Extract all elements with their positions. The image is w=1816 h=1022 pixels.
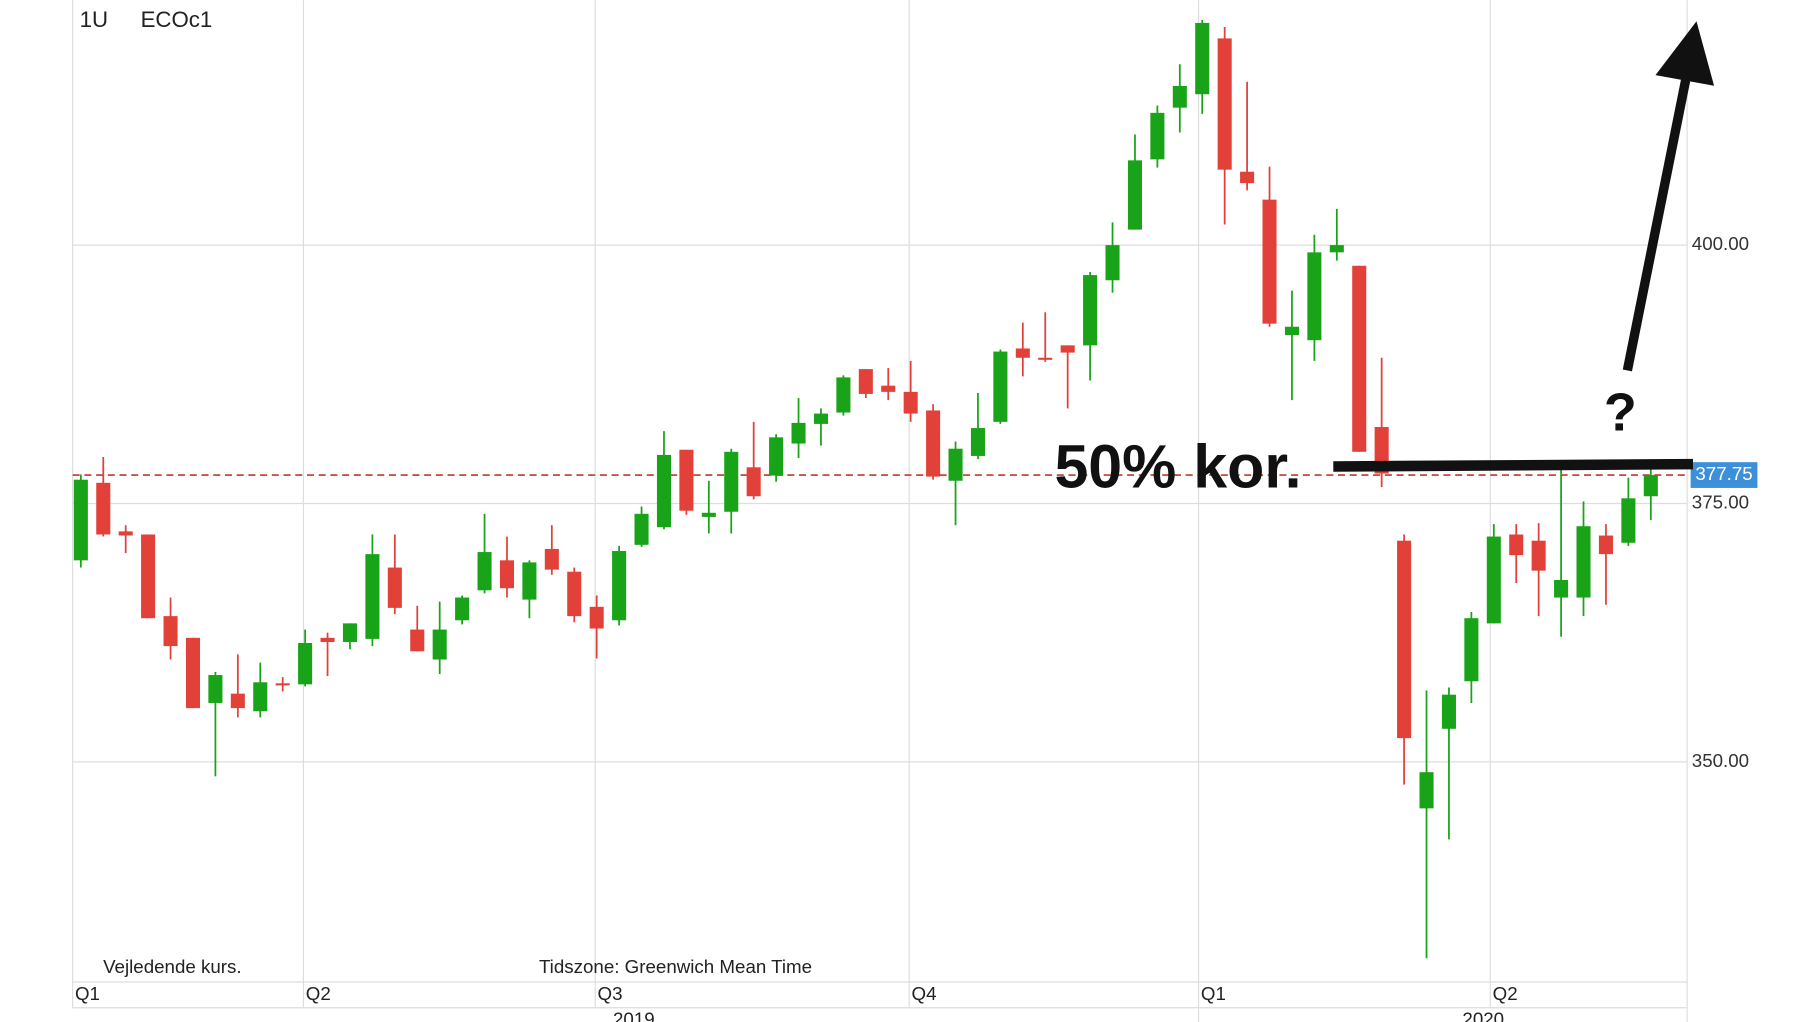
candle-body bbox=[1486, 536, 1501, 624]
candle-body bbox=[970, 428, 985, 456]
ticker: ECOc1 bbox=[141, 7, 213, 32]
candle-body bbox=[185, 637, 201, 709]
annotation: 50% kor. bbox=[1054, 432, 1301, 500]
arrow-shaft bbox=[1622, 71, 1692, 372]
y-tick-label: 350.00 bbox=[1692, 750, 1749, 771]
candle-body bbox=[455, 597, 470, 621]
x-tick-label: Q2 bbox=[306, 983, 331, 1004]
candle-body bbox=[208, 675, 223, 703]
last-price-label: 377.75 bbox=[1695, 463, 1752, 484]
candle-body bbox=[1531, 540, 1546, 571]
y-tick-label: 400.00 bbox=[1692, 233, 1749, 254]
candle-body bbox=[1621, 498, 1636, 543]
candle-body bbox=[813, 413, 828, 424]
candle-body bbox=[567, 571, 582, 617]
candle-body bbox=[141, 534, 156, 619]
year-label: 2019 bbox=[613, 1009, 655, 1022]
candle-body bbox=[1441, 694, 1456, 729]
candle-body bbox=[298, 643, 313, 685]
candle-body bbox=[903, 391, 918, 414]
candle-body bbox=[432, 629, 447, 660]
candle-body bbox=[1150, 112, 1165, 160]
candle-body bbox=[163, 616, 178, 647]
candle-body bbox=[724, 451, 739, 512]
candle-body bbox=[1217, 38, 1232, 170]
candle-body bbox=[589, 606, 604, 629]
candle-body bbox=[948, 448, 963, 481]
candle-body bbox=[1240, 171, 1255, 184]
candle-body bbox=[342, 623, 358, 642]
x-tick-label: Q4 bbox=[912, 983, 937, 1004]
candle-body bbox=[1083, 275, 1098, 346]
candle-body bbox=[1307, 252, 1322, 341]
candle-body bbox=[836, 377, 851, 413]
candle-body bbox=[746, 467, 761, 497]
interval: 1U bbox=[80, 7, 108, 32]
x-tick-label: Q2 bbox=[1493, 983, 1518, 1004]
candle-body bbox=[679, 449, 694, 511]
candle-body bbox=[701, 512, 716, 517]
candle-body bbox=[118, 531, 133, 536]
x-tick-label: Q1 bbox=[1201, 983, 1226, 1004]
x-tick-label: Q3 bbox=[598, 983, 623, 1004]
last-price-box bbox=[1690, 462, 1758, 488]
candle-body bbox=[1262, 199, 1277, 324]
candle-body bbox=[1195, 22, 1210, 95]
candle-body bbox=[881, 385, 896, 392]
candle-body bbox=[926, 410, 941, 477]
candle-body bbox=[1509, 534, 1524, 556]
timezone: Tidszone: Greenwich Mean Time bbox=[539, 956, 812, 977]
candle-body bbox=[1060, 345, 1075, 353]
candle-body bbox=[253, 682, 268, 712]
candle-body bbox=[656, 454, 671, 528]
candle-body bbox=[365, 554, 380, 639]
candle-body bbox=[522, 562, 537, 600]
candle-body bbox=[387, 567, 402, 608]
candle-body bbox=[1015, 348, 1030, 358]
candles bbox=[73, 19, 1658, 959]
arrow-head bbox=[1655, 21, 1715, 86]
candle-body bbox=[96, 482, 111, 535]
candle-body bbox=[1419, 772, 1434, 809]
candle-body bbox=[1172, 85, 1187, 108]
candle-body bbox=[1127, 160, 1142, 230]
annotation-line bbox=[1333, 458, 1694, 472]
note: Vejledende kurs. bbox=[103, 956, 242, 977]
candle-body bbox=[1352, 265, 1367, 452]
candle-body bbox=[634, 513, 649, 545]
x-tick-label: Q1 bbox=[75, 983, 100, 1004]
candle-body bbox=[230, 693, 245, 709]
candle-body bbox=[1464, 618, 1479, 682]
candle-body bbox=[1038, 357, 1053, 360]
overlay: 1U ECOc1 Vejledende kurs. Tidszone: Gree… bbox=[80, 7, 1715, 977]
candle-body bbox=[544, 548, 559, 570]
grid: 350.00 375.00 400.00 Q1 Q2 Q3 Q4 Q1 Q2 2019 2020 bbox=[72, 0, 1749, 1022]
candle-body bbox=[1598, 535, 1613, 555]
candle-body bbox=[1105, 245, 1120, 281]
candle-body bbox=[73, 479, 88, 561]
candle-body bbox=[858, 369, 873, 394]
candle-body bbox=[477, 552, 492, 591]
candle-body bbox=[499, 560, 515, 589]
candle-body bbox=[320, 637, 335, 642]
candle-body bbox=[1284, 326, 1299, 336]
candle-body bbox=[1576, 526, 1591, 598]
candle-body bbox=[275, 683, 290, 686]
candle-body bbox=[1397, 540, 1412, 739]
candle-body bbox=[410, 629, 425, 652]
candle-body bbox=[1554, 579, 1569, 598]
question-mark: ? bbox=[1604, 382, 1637, 442]
candle-body bbox=[993, 351, 1008, 422]
candle-body bbox=[1643, 475, 1658, 497]
y-tick-label: 375.00 bbox=[1692, 491, 1749, 512]
candle-body bbox=[791, 422, 806, 444]
candle-body bbox=[612, 551, 627, 621]
candle-body bbox=[769, 437, 784, 476]
year-label: 2020 bbox=[1462, 1009, 1504, 1022]
candle-body bbox=[1329, 245, 1344, 253]
